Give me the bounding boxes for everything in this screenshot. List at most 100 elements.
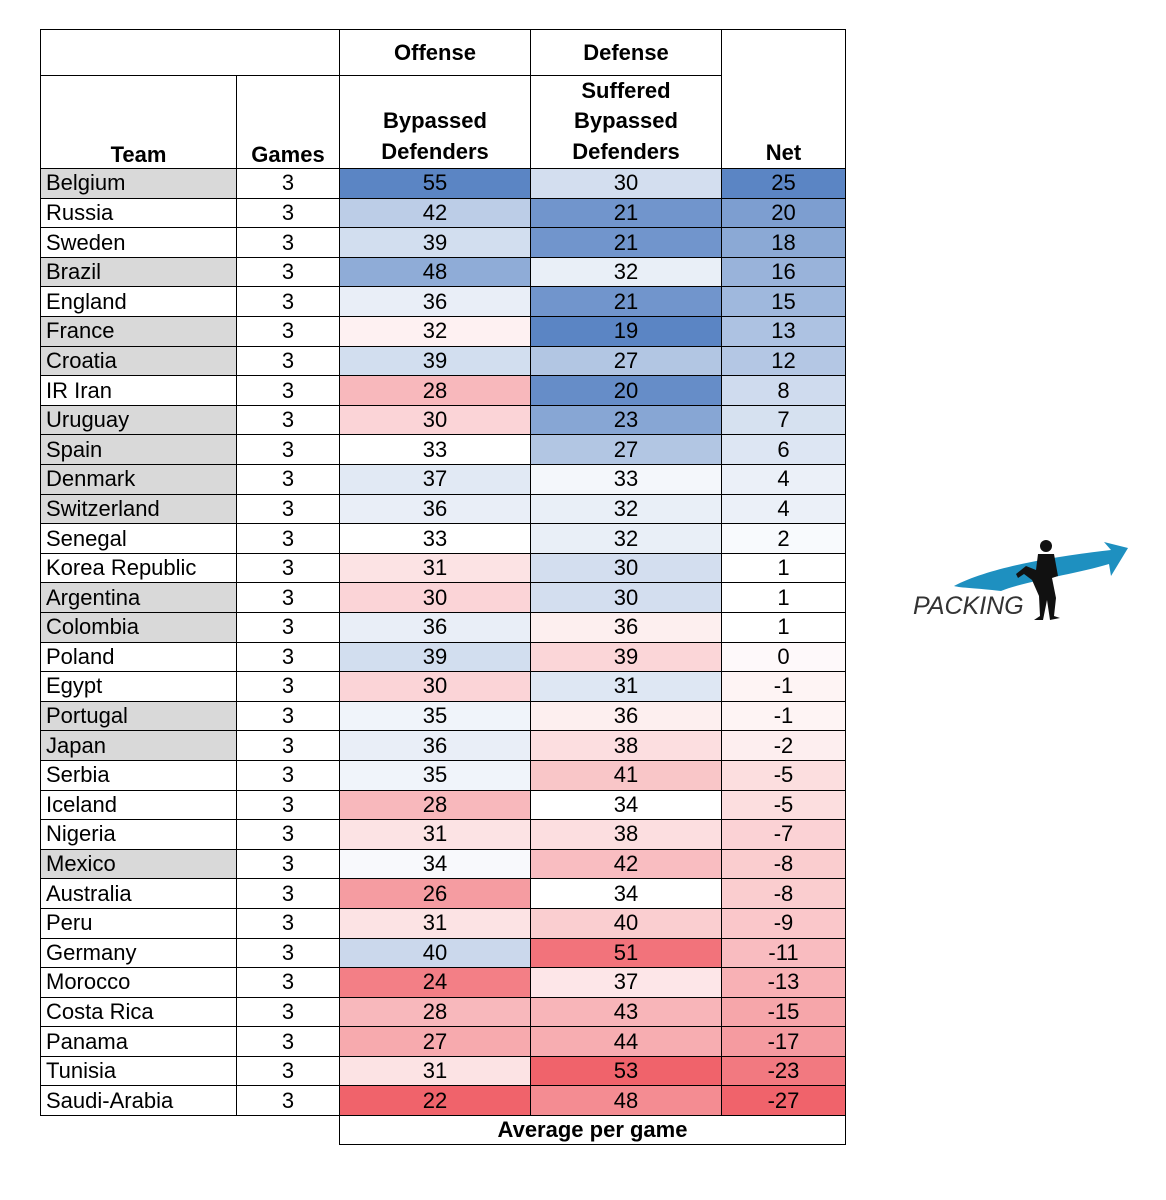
team-cell: Colombia — [40, 611, 237, 643]
defense-cell: 48 — [530, 1085, 722, 1117]
team-cell: Egypt — [40, 671, 237, 702]
games-cell: 3 — [236, 1085, 340, 1117]
table-row: Brazil 3 48 32 16 — [40, 256, 846, 288]
table-row: Australia 3 26 34 -8 — [40, 878, 846, 909]
team-cell: Serbia — [40, 759, 237, 791]
games-cell: 3 — [236, 552, 340, 584]
offense-cell: 28 — [339, 375, 531, 406]
footer-blank — [41, 1116, 340, 1145]
offense-cell: 33 — [339, 434, 531, 466]
team-cell: Spain — [40, 434, 237, 466]
defense-cell: 38 — [530, 730, 722, 761]
offense-cell: 39 — [339, 345, 531, 377]
team-cell: Peru — [40, 907, 237, 939]
table-row: Croatia 3 39 27 12 — [40, 345, 846, 377]
defense-cell: 53 — [530, 1055, 722, 1087]
defense-cell: 34 — [530, 789, 722, 821]
net-cell: -2 — [721, 730, 846, 761]
defense-cell: 21 — [530, 286, 722, 318]
offense-cell: 36 — [339, 730, 531, 761]
net-cell: 4 — [721, 464, 846, 495]
games-cell: 3 — [236, 493, 340, 525]
net-cell: 18 — [721, 227, 846, 258]
logo-player-icon — [1016, 540, 1060, 620]
team-cell: Poland — [40, 641, 237, 673]
table-row: Egypt 3 30 31 -1 — [40, 671, 846, 702]
games-cell: 3 — [236, 227, 340, 258]
team-cell: Russia — [40, 197, 237, 229]
net-cell: 25 — [721, 168, 846, 199]
table-caption: Average per game — [339, 1115, 846, 1146]
table-row: Saudi-Arabia 3 22 48 -27 — [40, 1085, 846, 1117]
games-cell: 3 — [236, 523, 340, 554]
team-cell: IR Iran — [40, 375, 237, 406]
team-cell: Brazil — [40, 256, 237, 288]
defense-cell: 33 — [530, 464, 722, 495]
defense-cell: 32 — [530, 493, 722, 525]
table-row: Mexico 3 34 42 -8 — [40, 848, 846, 880]
defense-cell: 21 — [530, 227, 722, 258]
team-cell: Korea Republic — [40, 552, 237, 584]
net-header: Net — [721, 28, 846, 170]
offense-cell: 55 — [339, 168, 531, 199]
offense-cell: 24 — [339, 967, 531, 998]
defense-header-line-1: Suffered — [581, 78, 671, 103]
team-cell: Panama — [40, 1026, 237, 1057]
table-row: England 3 36 21 15 — [40, 286, 846, 318]
team-cell: Australia — [40, 878, 237, 909]
defense-header-line-3: Defenders — [572, 138, 680, 164]
offense-header-line-1: Bypassed — [383, 108, 487, 134]
team-cell: Denmark — [40, 464, 237, 495]
games-cell: 3 — [236, 907, 340, 939]
table-row: Costa Rica 3 28 43 -15 — [40, 996, 846, 1028]
games-cell: 3 — [236, 848, 340, 880]
table-row: Germany 3 40 51 -11 — [40, 937, 846, 969]
defense-cell: 40 — [530, 907, 722, 939]
games-cell: 3 — [236, 197, 340, 229]
team-cell: Sweden — [40, 227, 237, 258]
defense-cell: 37 — [530, 967, 722, 998]
table-row: Uruguay 3 30 23 7 — [40, 404, 846, 436]
table-row: Panama 3 27 44 -17 — [40, 1026, 846, 1057]
net-cell: -9 — [721, 907, 846, 939]
team-cell: Nigeria — [40, 819, 237, 850]
team-cell: Belgium — [40, 168, 237, 199]
defense-cell: 27 — [530, 434, 722, 466]
team-cell: Iceland — [40, 789, 237, 821]
team-cell: Japan — [40, 730, 237, 761]
table-body: Belgium 3 55 30 25 Russia 3 42 21 20 Sweden 3 39 21 18… — [40, 168, 846, 1117]
team-cell: Croatia — [40, 345, 237, 377]
defense-cell: 19 — [530, 316, 722, 347]
games-cell: 3 — [236, 1055, 340, 1087]
defense-cell: 30 — [530, 552, 722, 584]
games-cell: 3 — [236, 937, 340, 969]
net-cell: -11 — [721, 937, 846, 969]
defense-header-line-2: Bypassed — [574, 108, 678, 134]
team-cell: Saudi-Arabia — [40, 1085, 237, 1117]
games-cell: 3 — [236, 967, 340, 998]
net-cell: 0 — [721, 641, 846, 673]
defense-cell: 27 — [530, 345, 722, 377]
defense-cell: 31 — [530, 671, 722, 702]
team-cell: Mexico — [40, 848, 237, 880]
defense-cell: 21 — [530, 197, 722, 229]
packing-logo-icon — [954, 540, 1128, 620]
defense-cell: 51 — [530, 937, 722, 969]
defense-header: Suffered Bypassed Defenders — [530, 74, 722, 170]
net-cell: -13 — [721, 967, 846, 998]
team-cell: Germany — [40, 937, 237, 969]
offense-cell: 31 — [339, 819, 531, 850]
offense-cell: 36 — [339, 493, 531, 525]
table-row: IR Iran 3 28 20 8 — [40, 375, 846, 406]
games-cell: 3 — [236, 1026, 340, 1057]
offense-cell: 33 — [339, 523, 531, 554]
games-cell: 3 — [236, 789, 340, 821]
offense-group-header: Offense — [339, 29, 531, 76]
net-cell: 7 — [721, 404, 846, 436]
net-cell: 8 — [721, 375, 846, 406]
team-cell: Costa Rica — [40, 996, 237, 1028]
table-row: Korea Republic 3 31 30 1 — [40, 552, 846, 584]
table-row: Belgium 3 55 30 25 — [40, 168, 846, 199]
table-row: France 3 32 19 13 — [40, 316, 846, 347]
table-row: Portugal 3 35 36 -1 — [40, 700, 846, 732]
